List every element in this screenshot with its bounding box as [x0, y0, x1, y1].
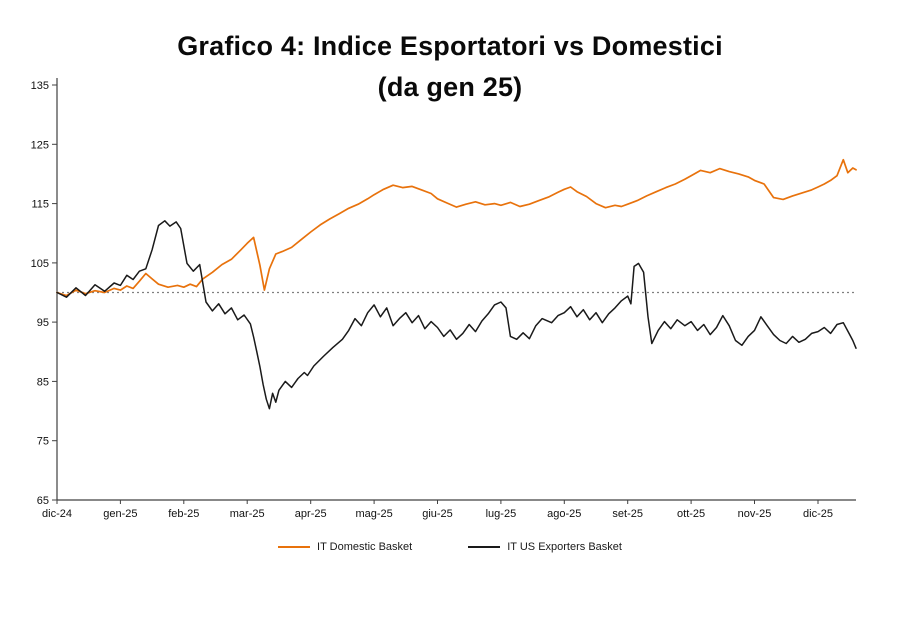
y-tick-label: 65 [37, 495, 49, 507]
x-tick-label: set-25 [612, 508, 643, 520]
chart-legend: IT Domestic Basket IT US Exporters Baske… [0, 541, 900, 553]
x-tick-label: nov-25 [738, 508, 772, 520]
legend-item-domestic: IT Domestic Basket [278, 541, 412, 553]
y-tick-label: 85 [37, 376, 49, 388]
x-tick-label: ott-25 [677, 508, 705, 520]
y-tick-label: 135 [31, 80, 49, 92]
x-tick-label: dic-24 [42, 508, 72, 520]
x-tick-label: mag-25 [355, 508, 392, 520]
y-tick-label: 105 [31, 258, 49, 270]
x-tick-label: gen-25 [103, 508, 137, 520]
chart-title: Grafico 4: Indice Esportatori vs Domesti… [0, 26, 900, 108]
series-line-1 [56, 220, 857, 410]
legend-swatch-domestic [278, 546, 311, 548]
y-tick-label: 125 [31, 139, 49, 151]
x-tick-label: dic-25 [803, 508, 833, 520]
legend-item-exporters: IT US Exporters Basket [468, 541, 622, 553]
chart-title-line2: (da gen 25) [377, 72, 523, 102]
x-tick-label: lug-25 [486, 508, 517, 520]
x-tick-label: mar-25 [230, 508, 265, 520]
legend-swatch-exporters [468, 546, 501, 548]
legend-label-domestic: IT Domestic Basket [317, 541, 413, 553]
y-tick-label: 75 [37, 436, 49, 448]
x-tick-label: apr-25 [295, 508, 327, 520]
y-tick-label: 95 [37, 317, 49, 329]
x-tick-label: ago-25 [547, 508, 581, 520]
x-tick-label: feb-25 [168, 508, 199, 520]
x-tick-label: giu-25 [422, 508, 453, 520]
chart-title-line1: Grafico 4: Indice Esportatori vs Domesti… [177, 31, 723, 61]
series-line-0 [56, 158, 857, 297]
y-tick-label: 115 [31, 199, 49, 211]
legend-label-exporters: IT US Exporters Basket [507, 541, 622, 553]
